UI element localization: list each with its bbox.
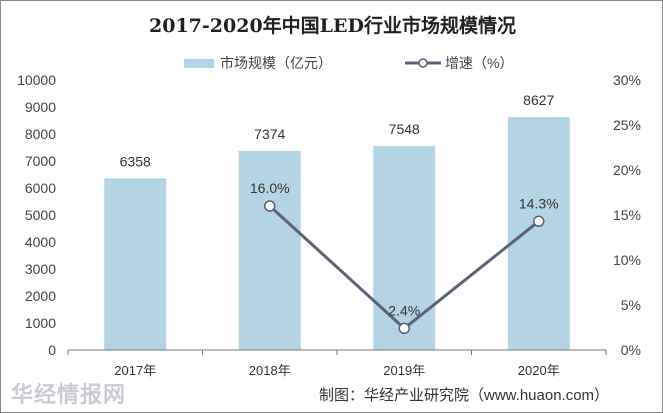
y2-tick-label: 30% bbox=[613, 72, 641, 88]
x-tick-label: 2020年 bbox=[518, 363, 560, 378]
legend-label: 增速（%） bbox=[445, 55, 514, 71]
y-tick-label: 0 bbox=[48, 342, 56, 358]
line-data-label: 16.0% bbox=[250, 180, 290, 196]
x-tick-label: 2019年 bbox=[383, 363, 425, 378]
y-tick-label: 5000 bbox=[25, 207, 56, 223]
chart-title: 2017-2020年中国LED行业市场规模情况 bbox=[149, 15, 516, 37]
bar-data-label: 7374 bbox=[254, 126, 285, 142]
bar-data-label: 6358 bbox=[120, 153, 151, 169]
y-tick-label: 9000 bbox=[25, 99, 56, 115]
line-data-label: 2.4% bbox=[388, 302, 420, 318]
source-note: 制图：华经产业研究院（www.huaon.com） bbox=[319, 387, 610, 404]
y-tick-label: 4000 bbox=[25, 234, 56, 250]
legend-line-swatch bbox=[405, 58, 441, 68]
bar bbox=[373, 146, 436, 350]
legend-bar-swatch bbox=[184, 58, 214, 68]
y2-tick-label: 0% bbox=[621, 342, 641, 358]
growth-point bbox=[398, 322, 410, 335]
legend-item-market-size: 市场规模（亿元） bbox=[184, 53, 332, 73]
legend-label: 市场规模（亿元） bbox=[220, 55, 332, 71]
y-tick-label: 7000 bbox=[25, 153, 56, 169]
bar-data-label: 8627 bbox=[523, 92, 554, 108]
y-tick-label: 2000 bbox=[25, 288, 56, 304]
y2-tick-label: 20% bbox=[613, 162, 641, 178]
bar bbox=[104, 178, 167, 350]
legend-item-growth: 增速（%） bbox=[405, 53, 513, 73]
x-tick-label: 2017年 bbox=[114, 363, 156, 378]
growth-point bbox=[533, 215, 545, 228]
bar bbox=[507, 117, 570, 350]
y2-tick-label: 10% bbox=[613, 252, 641, 268]
y2-tick-label: 15% bbox=[613, 207, 641, 223]
y-tick-label: 8000 bbox=[25, 126, 56, 142]
bar bbox=[238, 150, 301, 350]
y-tick-label: 1000 bbox=[25, 315, 56, 331]
y-tick-label: 3000 bbox=[25, 261, 56, 277]
bar-data-label: 7548 bbox=[389, 121, 420, 137]
y-tick-label: 10000 bbox=[17, 72, 56, 88]
line-data-label: 14.3% bbox=[519, 195, 559, 211]
x-tick-label: 2018年 bbox=[249, 363, 291, 378]
y2-tick-label: 5% bbox=[621, 297, 641, 313]
growth-point bbox=[264, 200, 276, 212]
y2-tick-label: 25% bbox=[613, 117, 641, 133]
y-tick-label: 6000 bbox=[25, 180, 56, 196]
watermark: 华经情报网 bbox=[11, 382, 127, 407]
